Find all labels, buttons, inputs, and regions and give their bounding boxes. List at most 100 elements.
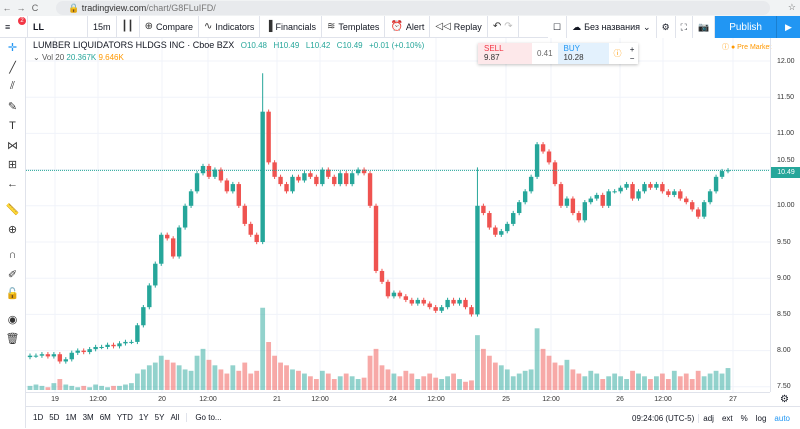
chart-type-button[interactable]: ┃┃: [117, 15, 140, 38]
back-arrow-icon[interactable]: ←: [7, 178, 18, 191]
candle-body: [606, 191, 611, 206]
candle-body: [487, 213, 492, 228]
price-axis[interactable]: 10.49 12.00 11.50 11.00 10.50 10.00 9.50 9.00 8…: [770, 38, 800, 392]
candle-body: [678, 191, 683, 199]
range-1m[interactable]: 1M: [65, 413, 77, 422]
alert-button[interactable]: ⏰ Alert: [385, 15, 431, 38]
collapse-chevron-icon[interactable]: ⌄: [33, 53, 40, 62]
layout-square-button[interactable]: ☐: [548, 16, 568, 38]
chart-legend: LUMBER LIQUIDATORS HLDGS INC · Cboe BZX …: [33, 40, 424, 50]
range-3m[interactable]: 3M: [82, 413, 94, 422]
redo-icon[interactable]: ↷: [504, 21, 513, 32]
symbol-search[interactable]: LL: [28, 15, 88, 38]
volume-bar: [719, 373, 725, 390]
compare-button[interactable]: ⊕ Compare: [140, 15, 199, 38]
candle-body: [636, 191, 641, 199]
range-all[interactable]: All: [170, 413, 180, 422]
text-icon[interactable]: T: [9, 119, 16, 132]
volume-bar: [415, 379, 421, 390]
adj-toggle[interactable]: adj: [698, 413, 718, 423]
candle-body: [522, 191, 528, 203]
auto-toggle[interactable]: auto: [774, 413, 790, 423]
candle-body: [105, 344, 110, 347]
plus-circle-icon: ⊕: [144, 21, 153, 32]
brush-icon[interactable]: ✎: [7, 100, 18, 113]
undo-button[interactable]: ↶ ↷: [488, 15, 519, 38]
volume-bar: [576, 373, 582, 390]
settings-button[interactable]: ⚙: [657, 16, 676, 38]
volume-ma-value: 9.646K: [98, 53, 124, 62]
percent-toggle[interactable]: %: [740, 413, 748, 423]
candle-body: [475, 205, 480, 315]
range-1d[interactable]: 1D: [33, 413, 44, 422]
candle-body: [546, 151, 552, 163]
lock-icon[interactable]: 🔓: [5, 288, 20, 301]
sell-button[interactable]: SELL 9.87: [478, 43, 533, 64]
time-axis[interactable]: 19 12:00 20 12:00 21 12:00 24 12:00 25 12:00 26 12:…: [26, 392, 770, 406]
layout-name-button[interactable]: ☁ Без названия ⌄: [567, 16, 657, 38]
publish-button[interactable]: Publish: [715, 16, 776, 38]
trash-icon[interactable]: 🗑: [5, 333, 20, 346]
candle-body: [260, 111, 265, 243]
goto-button[interactable]: Go to...: [186, 413, 225, 422]
url-path: /chart/G8FLuIFD/: [146, 3, 216, 13]
candle-body: [296, 176, 301, 181]
financials-button[interactable]: ▐ Financials: [260, 15, 323, 38]
crosshair-icon[interactable]: ✛: [7, 42, 18, 55]
indicators-button[interactable]: ∿ Indicators: [199, 15, 261, 38]
back-icon[interactable]: ←: [2, 3, 12, 13]
range-6m[interactable]: 6M: [99, 413, 111, 422]
play-button[interactable]: ▶: [776, 16, 800, 38]
candle-body: [242, 205, 247, 224]
chevron-down-icon: ⌄: [643, 21, 651, 32]
info-icon[interactable]: ⓘ: [613, 49, 622, 58]
clock[interactable]: 09:24:06 (UTC-5): [632, 413, 695, 423]
replay-label: Replay: [453, 21, 482, 32]
volume-bar: [659, 373, 665, 390]
price-tick: 11.50: [777, 93, 794, 101]
zoom-in-icon[interactable]: ⊕: [7, 223, 18, 236]
eye-icon[interactable]: ◉: [7, 313, 18, 326]
candle-body: [123, 341, 128, 344]
ext-toggle[interactable]: ext: [721, 413, 733, 423]
time-tick: 21: [273, 396, 281, 403]
address-bar[interactable]: 🔒 tradingview.com/chart/G8FLuIFD/: [56, 1, 770, 15]
bookmark-star-icon[interactable]: ☆: [787, 2, 796, 12]
pattern-icon[interactable]: ⋈: [7, 139, 18, 152]
candle-body: [111, 344, 116, 347]
bottom-toolbar: 1D 5D 1M 3M 6M YTD 1Y 5Y All Go to... 09:24:06 (…: [26, 406, 800, 428]
ruler-icon[interactable]: 📏: [5, 204, 20, 217]
chart-canvas[interactable]: [0, 38, 770, 392]
menu-button[interactable]: ≡ 2: [0, 15, 28, 38]
time-tick: 12:00: [654, 396, 672, 403]
range-5y[interactable]: 5Y: [154, 413, 165, 422]
minus-button[interactable]: −: [629, 53, 635, 63]
candle-body: [284, 184, 289, 192]
log-toggle[interactable]: log: [755, 413, 767, 423]
volume-bar: [373, 348, 379, 390]
range-1y[interactable]: 1Y: [138, 413, 149, 422]
axis-settings-icon[interactable]: ⚙: [780, 394, 789, 405]
volume-bar: [99, 385, 104, 390]
volume-bar: [254, 370, 260, 390]
snapshot-button[interactable]: 📷: [693, 16, 716, 38]
templates-button[interactable]: ≋ Templates: [322, 15, 386, 38]
time-tick: 12:00: [427, 396, 445, 403]
lock-drawing-icon[interactable]: ✐: [7, 268, 18, 281]
pitchfork-icon[interactable]: ⫽: [10, 80, 15, 93]
range-ytd[interactable]: YTD: [116, 413, 133, 422]
replay-button[interactable]: ◁◁ Replay: [430, 15, 488, 38]
volume-bar: [648, 379, 653, 390]
fullscreen-button[interactable]: ⛶: [676, 16, 693, 38]
measure-icon[interactable]: ⊞: [7, 159, 18, 172]
reload-icon[interactable]: C: [31, 3, 39, 13]
interval-button[interactable]: 15m: [88, 15, 117, 38]
range-5d[interactable]: 5D: [49, 413, 60, 422]
forward-icon[interactable]: →: [16, 3, 26, 13]
trend-line-icon[interactable]: ╱: [9, 61, 16, 74]
time-tick: 25: [502, 396, 510, 403]
buy-button[interactable]: BUY 10.28: [557, 43, 609, 64]
plus-button[interactable]: +: [629, 44, 635, 54]
camera-icon: 📷: [697, 21, 710, 32]
magnet-icon[interactable]: ∩: [8, 248, 17, 261]
